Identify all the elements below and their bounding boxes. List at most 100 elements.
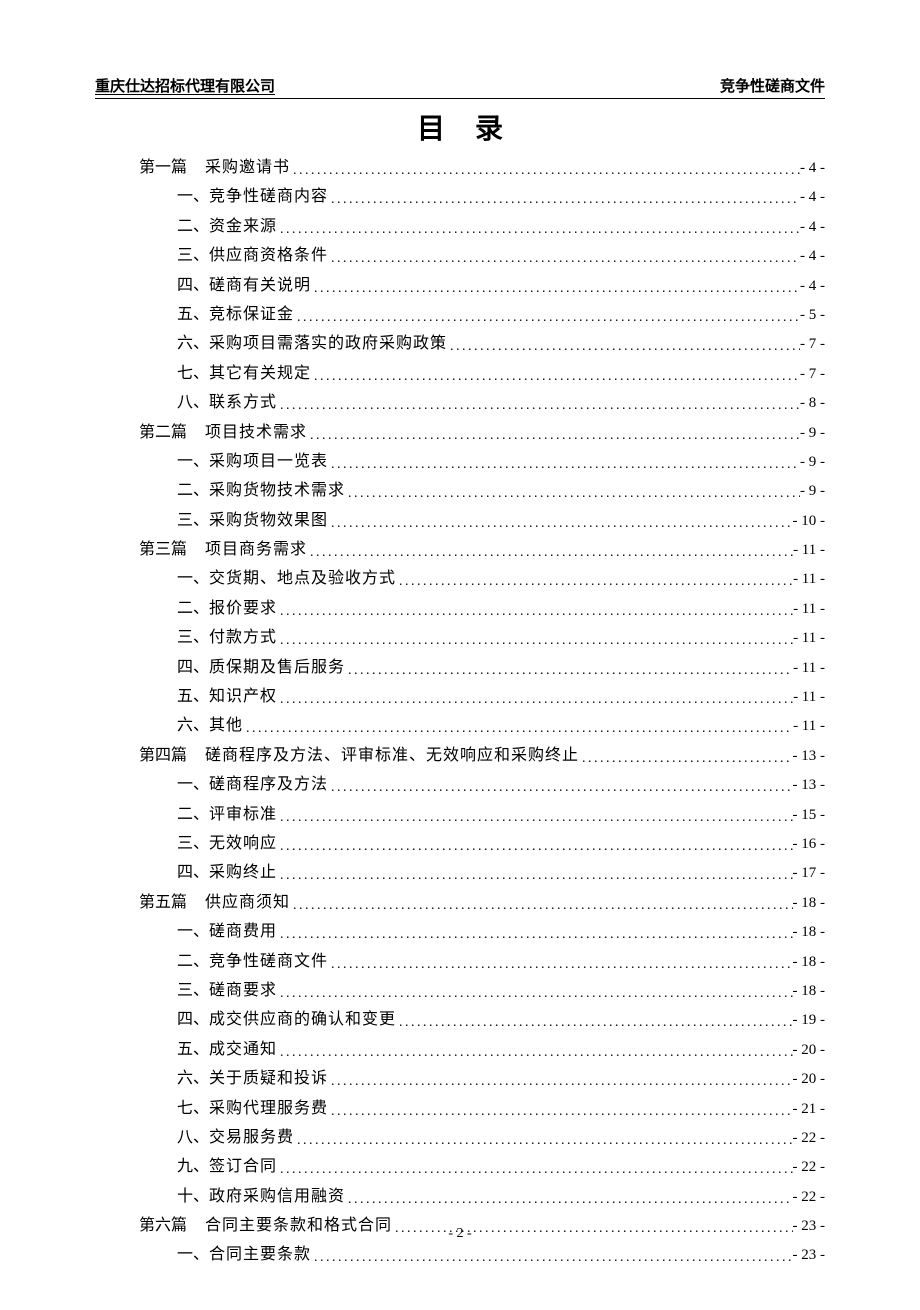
- toc-entry: 第一篇采购邀请书- 4 -: [95, 153, 825, 182]
- toc-label: 采购项目一览表: [209, 447, 328, 476]
- toc-prefix: 二、: [177, 212, 209, 241]
- toc-leader: [277, 1155, 792, 1184]
- toc-page: - 15 -: [793, 801, 826, 830]
- toc-prefix: 五、: [177, 300, 209, 329]
- toc-leader: [345, 1185, 792, 1214]
- toc-leader: [307, 421, 800, 450]
- toc-label: 其他: [209, 711, 243, 740]
- toc-entry: 九、签订合同- 22 -: [95, 1152, 825, 1181]
- toc-prefix: 二、: [177, 476, 209, 505]
- toc-entry: 六、其他- 11 -: [95, 711, 825, 740]
- toc-label: 项目商务需求: [205, 535, 307, 564]
- toc-prefix: 三、: [177, 506, 209, 535]
- toc-label: 交货期、地点及验收方式: [209, 564, 396, 593]
- toc-label: 政府采购信用融资: [209, 1182, 345, 1211]
- toc-leader: [447, 332, 800, 361]
- toc-page: - 5 -: [800, 301, 825, 330]
- header-company: 重庆仕达招标代理有限公司: [95, 75, 275, 96]
- toc-leader: [579, 744, 792, 773]
- toc-page: - 20 -: [793, 1065, 826, 1094]
- toc-leader: [307, 538, 793, 567]
- toc-leader: [243, 714, 793, 743]
- toc-entry: 八、交易服务费- 22 -: [95, 1123, 825, 1152]
- toc-page: - 22 -: [793, 1153, 826, 1182]
- toc-prefix: 一、: [177, 564, 209, 593]
- toc-label: 评审标准: [209, 800, 277, 829]
- toc-leader: [345, 479, 800, 508]
- toc-leader: [311, 362, 800, 391]
- toc-page: - 11 -: [793, 536, 825, 565]
- toc-leader: [345, 656, 793, 685]
- toc-leader: [277, 832, 792, 861]
- toc-page: - 11 -: [793, 565, 825, 594]
- toc-entry: 七、采购代理服务费- 21 -: [95, 1094, 825, 1123]
- toc-leader: [328, 950, 792, 979]
- toc-prefix: 十、: [177, 1182, 209, 1211]
- toc-entry: 六、关于质疑和投诉- 20 -: [95, 1064, 825, 1093]
- toc-prefix: 第三篇: [139, 535, 187, 564]
- toc-leader: [277, 1038, 792, 1067]
- toc-label: 资金来源: [209, 212, 277, 241]
- toc-entry: 一、合同主要条款- 23 -: [95, 1240, 825, 1269]
- toc-page: - 11 -: [793, 595, 825, 624]
- toc-leader: [277, 391, 800, 420]
- toc-label: 成交供应商的确认和变更: [209, 1005, 396, 1034]
- toc-page: - 9 -: [800, 419, 825, 448]
- toc-prefix: 四、: [177, 858, 209, 887]
- toc-leader: [328, 1067, 792, 1096]
- toc-entry: 十、政府采购信用融资- 22 -: [95, 1182, 825, 1211]
- toc-label: 供应商须知: [205, 888, 290, 917]
- toc-entry: 三、采购货物效果图- 10 -: [95, 506, 825, 535]
- toc-leader: [311, 274, 800, 303]
- toc-entry: 一、交货期、地点及验收方式 - 11 -: [95, 564, 825, 593]
- toc-label: 其它有关规定: [209, 359, 311, 388]
- toc-entry: 第三篇项目商务需求 - 11 -: [95, 535, 825, 564]
- toc-prefix: 二、: [177, 947, 209, 976]
- toc-prefix: 七、: [177, 1094, 209, 1123]
- toc-prefix: 四、: [177, 1005, 209, 1034]
- toc-page: - 4 -: [800, 213, 825, 242]
- toc-page: - 4 -: [800, 272, 825, 301]
- toc-leader: [294, 1126, 792, 1155]
- toc-prefix: 一、: [177, 770, 209, 799]
- toc-page: - 9 -: [800, 448, 825, 477]
- toc-entry: 五、竞标保证金 - 5 -: [95, 300, 825, 329]
- toc-entry: 一、磋商程序及方法- 13 -: [95, 770, 825, 799]
- toc-prefix: 一、: [177, 447, 209, 476]
- toc-entry: 二、报价要求 - 11 -: [95, 594, 825, 623]
- toc-label: 无效响应: [209, 829, 277, 858]
- toc-entry: 五、成交通知- 20 -: [95, 1035, 825, 1064]
- toc-prefix: 一、: [177, 182, 209, 211]
- toc-page: - 22 -: [793, 1124, 826, 1153]
- toc-entry: 八、联系方式- 8 -: [95, 388, 825, 417]
- toc-label: 磋商费用: [209, 917, 277, 946]
- toc-prefix: 六、: [177, 1064, 209, 1093]
- toc-label: 质保期及售后服务: [209, 653, 345, 682]
- toc-label: 知识产权: [209, 682, 277, 711]
- toc-page: - 10 -: [793, 507, 826, 536]
- toc-label: 报价要求: [209, 594, 277, 623]
- toc-leader: [396, 1008, 792, 1037]
- toc-prefix: 七、: [177, 359, 209, 388]
- toc-page: - 9 -: [800, 477, 825, 506]
- toc-label: 竞争性磋商内容: [209, 182, 328, 211]
- toc-prefix: 六、: [177, 329, 209, 358]
- toc-prefix: 一、: [177, 917, 209, 946]
- page-header: 重庆仕达招标代理有限公司 竞争性磋商文件: [95, 75, 825, 99]
- toc-prefix: 第四篇: [139, 741, 187, 770]
- toc-prefix: 二、: [177, 594, 209, 623]
- toc-entry: 三、供应商资格条件- 4 -: [95, 241, 825, 270]
- toc-leader: [277, 861, 792, 890]
- toc-entry: 第四篇磋商程序及方法、评审标准、无效响应和采购终止- 13 -: [95, 741, 825, 770]
- toc-entry: 第二篇项目技术需求- 9 -: [95, 418, 825, 447]
- toc-label: 竞标保证金: [209, 300, 294, 329]
- toc-entry: 二、采购货物技术需求- 9 -: [95, 476, 825, 505]
- toc-page: - 18 -: [793, 889, 826, 918]
- toc-label: 采购项目需落实的政府采购政策: [209, 329, 447, 358]
- toc-leader: [277, 597, 793, 626]
- toc-label: 采购代理服务费: [209, 1094, 328, 1123]
- toc-prefix: 四、: [177, 271, 209, 300]
- toc-page: - 13 -: [793, 771, 826, 800]
- toc-entry: 三、付款方式- 11 -: [95, 623, 825, 652]
- toc-page: - 4 -: [800, 242, 825, 271]
